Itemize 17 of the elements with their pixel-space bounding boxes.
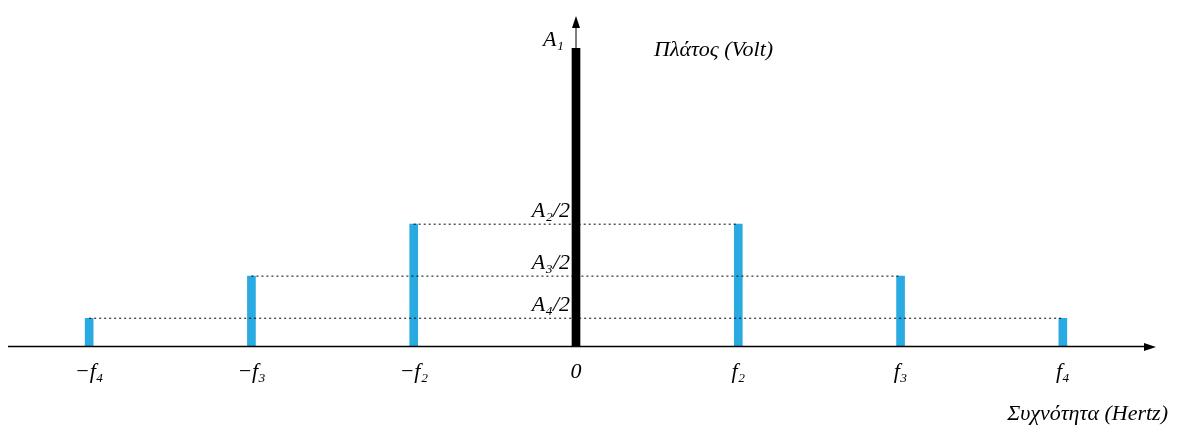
ref-line-label: A₃/2 <box>529 248 570 274</box>
bar <box>733 223 743 347</box>
annotation: A₁ <box>540 25 564 51</box>
x-tick-label: f₄ <box>1055 357 1070 383</box>
ref-line-label: A₄/2 <box>529 291 570 317</box>
x-tick-label: −f₃ <box>237 357 266 383</box>
y-axis-title: Πλάτος (Volt) <box>653 35 774 61</box>
bar <box>896 275 905 347</box>
ref-line-label: A₂/2 <box>529 196 570 222</box>
x-axis-title: Συχνότητα (Hertz) <box>1006 399 1168 425</box>
x-tick-label: −f₄ <box>74 357 104 383</box>
bar <box>409 223 419 347</box>
x-tick-label: −f₂ <box>399 357 429 383</box>
x-tick-label: 0 <box>570 357 582 383</box>
bar <box>247 275 256 347</box>
x-tick-label: f₂ <box>731 357 746 383</box>
x-tick-label: f₃ <box>893 357 908 383</box>
